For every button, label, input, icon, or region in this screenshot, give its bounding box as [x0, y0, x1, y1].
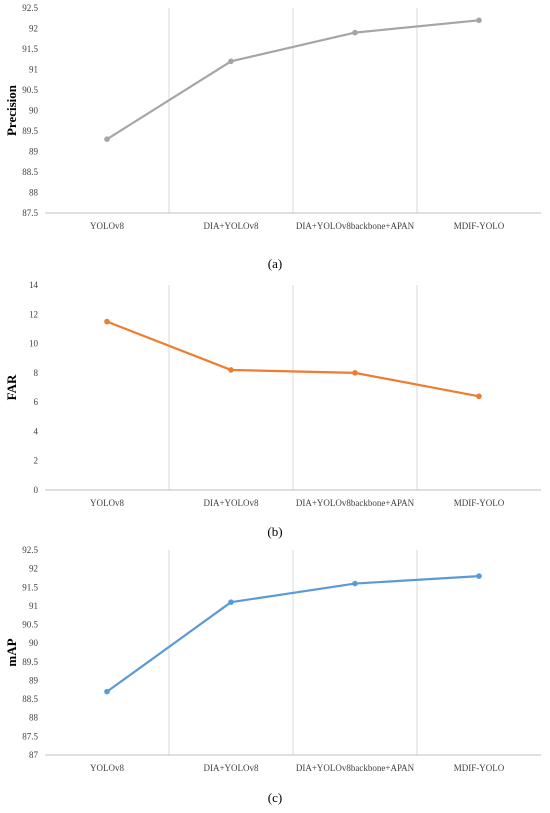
caption-a: (a)	[267, 256, 283, 271]
y-tick-label: 89	[29, 675, 39, 685]
y-tick-label: 88.5	[22, 694, 38, 704]
x-tick-label: DIA+YOLOv8	[203, 221, 259, 230]
y-tick-label: 91.5	[22, 44, 38, 54]
y-tick-label: 89	[29, 147, 39, 157]
y-tick-label: 90	[29, 106, 39, 116]
y-tick-label: 12	[29, 309, 38, 319]
data-point	[476, 573, 482, 579]
y-tick-label: 92.5	[22, 545, 38, 555]
data-point	[352, 370, 358, 376]
data-point	[228, 367, 234, 373]
y-tick-label: 89.5	[22, 126, 38, 136]
caption-c: (c)	[267, 790, 283, 805]
y-tick-label: 92	[29, 564, 38, 574]
x-tick-label: DIA+YOLOv8backbone+APAN	[296, 221, 415, 230]
data-point	[104, 688, 110, 695]
y-tick-label: 90.5	[22, 85, 38, 95]
x-tick-label: DIA+YOLOv8backbone+APAN	[296, 763, 415, 773]
series-line	[106, 19, 480, 141]
y-tick-label: 87	[29, 750, 39, 760]
y-tick-label: 90.5	[22, 620, 38, 630]
y-tick-label: 88	[29, 713, 39, 723]
y-tick-label: 90	[29, 638, 39, 648]
x-tick-label: YOLOv8	[90, 763, 124, 773]
y-axis-label: mAP	[4, 638, 19, 666]
data-point	[476, 17, 482, 24]
x-tick-label: MDIF-YOLO	[454, 498, 505, 508]
x-tick-label: MDIF-YOLO	[454, 221, 505, 230]
y-tick-label: 87.5	[22, 208, 38, 218]
chart-far: 0 2 4 6 8 10 12 14 YOLOv8 DIA+YOLOv8 DIA+YOLOv8bac…	[0, 274, 550, 510]
caption-b: (b)	[267, 524, 283, 539]
x-tick-label: DIA+YOLOv8	[203, 498, 259, 508]
y-tick-label: 0	[34, 485, 39, 495]
y-tick-label: 91.5	[22, 582, 38, 592]
series-line	[106, 574, 480, 693]
chart-precision: 87.5 88 88.5 89 89.5 90 90.5 91 91.5 92 92.5 YOLOv8…	[0, 0, 550, 230]
y-tick-label: 4	[34, 426, 39, 436]
y-tick-label: 91	[29, 65, 38, 75]
x-tick-label: MDIF-YOLO	[454, 763, 505, 773]
x-tick-label: DIA+YOLOv8	[203, 763, 259, 773]
chart-far-svg: 0 2 4 6 8 10 12 14 YOLOv8 DIA+YOLOv8 DIA+YOLOv8bac…	[4, 280, 541, 508]
data-point	[352, 29, 358, 36]
chart-map: 87 87.5 88 88.5 89 89.5 90 90.5 91 91.5 92 92.5 YOLO…	[0, 538, 550, 778]
data-point	[104, 318, 110, 325]
y-tick-label: 87.5	[22, 731, 38, 741]
y-tick-label: 91	[29, 601, 38, 611]
y-axis-label: Precision	[4, 84, 19, 136]
chart-map-svg: 87 87.5 88 88.5 89 89.5 90 90.5 91 91.5 92 92.5 YOLO…	[4, 545, 541, 773]
y-tick-label: 2	[34, 456, 39, 466]
series-line	[106, 320, 480, 398]
data-point	[228, 599, 234, 605]
data-point	[104, 136, 110, 142]
x-tick-label: YOLOv8	[90, 221, 124, 230]
y-tick-label: 92	[29, 24, 38, 34]
x-tick-label: DIA+YOLOv8backbone+APAN	[296, 498, 415, 508]
y-tick-label: 88	[29, 188, 39, 198]
data-point	[228, 58, 234, 65]
chart-precision-svg: 87.5 88 88.5 89 89.5 90 90.5 91 91.5 92 92.5 YOLOv8…	[4, 3, 541, 230]
data-point	[476, 393, 482, 400]
y-tick-label: 10	[29, 339, 39, 349]
y-tick-label: 14	[29, 280, 39, 290]
y-tick-label: 88.5	[22, 167, 38, 177]
y-tick-label: 6	[34, 397, 39, 407]
y-tick-label: 89.5	[22, 657, 38, 667]
x-tick-label: YOLOv8	[90, 498, 124, 508]
y-axis-label: FAR	[4, 374, 19, 400]
y-tick-label: 8	[34, 368, 39, 378]
data-point	[352, 580, 358, 587]
y-tick-label: 92.5	[22, 3, 38, 13]
